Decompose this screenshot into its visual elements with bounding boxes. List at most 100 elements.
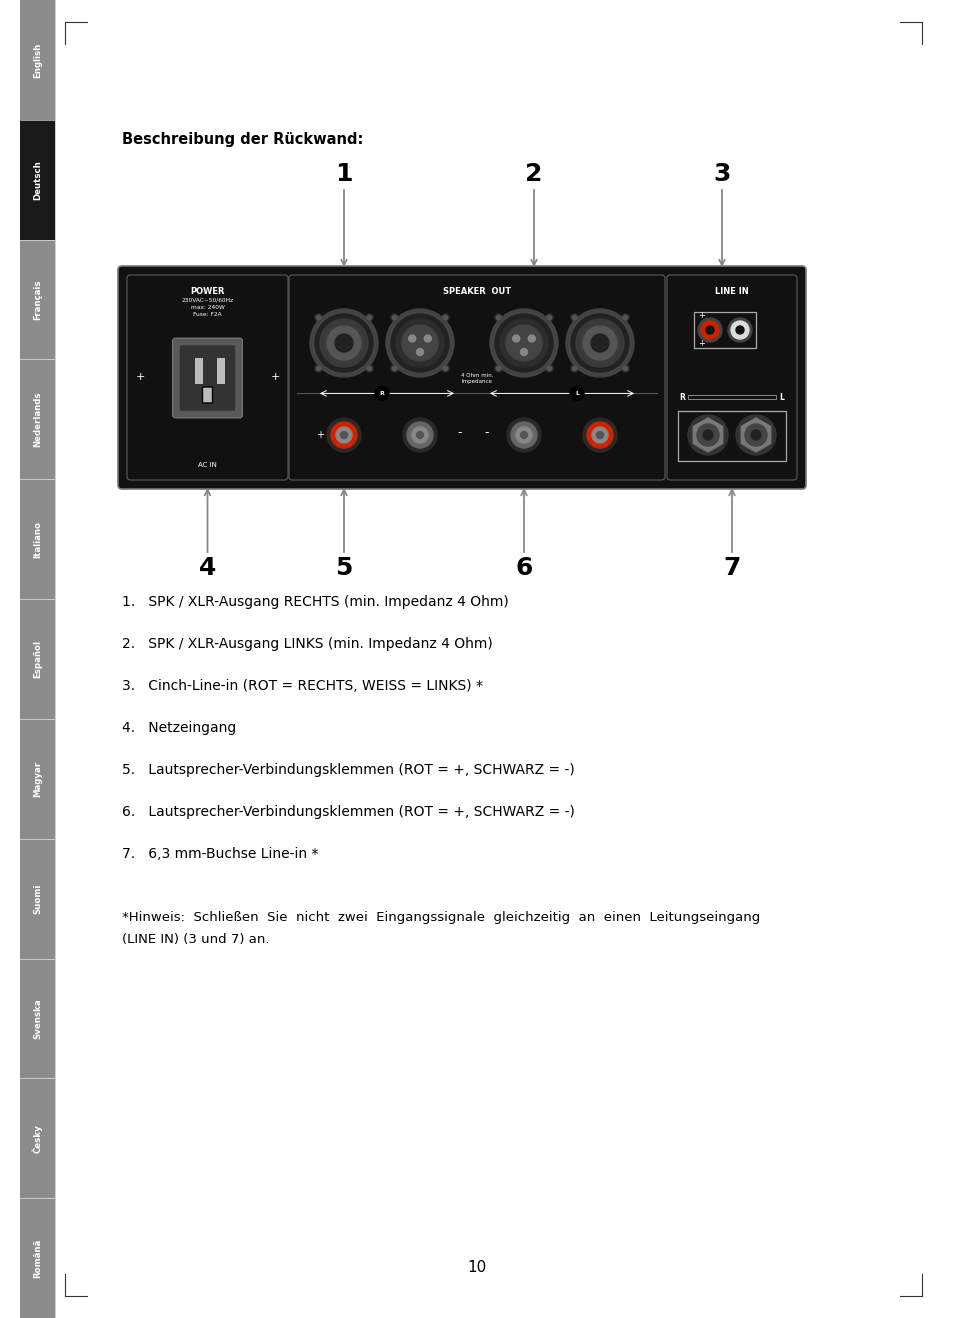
Text: 6.   Lautsprecher-Verbindungsklemmen (ROT = +, SCHWARZ = -): 6. Lautsprecher-Verbindungsklemmen (ROT … [122,805,575,818]
Text: Beschreibung der Rückwand:: Beschreibung der Rückwand: [122,132,363,148]
Circle shape [705,326,713,333]
Circle shape [495,365,501,372]
Circle shape [395,319,443,366]
Text: Svenska: Svenska [33,998,42,1039]
Circle shape [495,314,553,372]
Text: 2: 2 [525,162,542,186]
Circle shape [592,427,607,443]
Text: English: English [33,42,42,78]
Circle shape [735,326,743,333]
Text: 7.   6,3 mm-Buchse Line-in *: 7. 6,3 mm-Buchse Line-in * [122,847,318,861]
Bar [693,312,755,348]
Circle shape [401,326,437,361]
Bar [20,838,55,958]
Circle shape [386,308,454,377]
Circle shape [697,424,719,445]
Circle shape [571,314,628,372]
Circle shape [621,314,628,322]
Circle shape [443,315,447,319]
Circle shape [316,315,320,319]
Text: SPEAKER  OUT: SPEAKER OUT [442,287,511,297]
Text: 6: 6 [515,556,532,580]
Text: LINE IN: LINE IN [715,287,748,297]
Circle shape [547,366,551,370]
Circle shape [408,335,416,341]
Circle shape [335,333,353,352]
Text: -: - [457,427,462,439]
Text: 10: 10 [467,1260,486,1276]
Circle shape [441,314,449,322]
Circle shape [335,427,352,443]
Circle shape [750,430,760,440]
Circle shape [327,418,360,452]
Bar [20,1078,55,1198]
Text: 2.   SPK / XLR-Ausgang LINKS (min. Impedanz 4 Ohm): 2. SPK / XLR-Ausgang LINKS (min. Impedan… [122,637,493,651]
Bar [20,120,55,240]
Circle shape [412,427,428,443]
Text: 230VAC~50/60Hz
max: 240W
Fuse: F2A: 230VAC~50/60Hz max: 240W Fuse: F2A [181,298,233,318]
Text: *Hinweis:  Schließen  Sie  nicht  zwei  Eingangssignale  gleichzeitig  an  einen: *Hinweis: Schließen Sie nicht zwei Einga… [122,911,760,924]
Circle shape [586,422,613,448]
Circle shape [316,366,320,370]
Circle shape [314,314,373,372]
Circle shape [367,315,371,319]
Circle shape [698,318,721,341]
Circle shape [545,314,553,322]
Circle shape [547,315,551,319]
FancyBboxPatch shape [127,275,288,480]
Text: 5: 5 [335,556,353,580]
Circle shape [367,366,371,370]
Circle shape [621,365,628,372]
Circle shape [424,335,431,341]
Circle shape [744,424,766,445]
Circle shape [327,326,360,360]
Circle shape [582,418,617,452]
Circle shape [366,314,373,322]
Text: +: + [698,340,704,348]
Circle shape [572,366,576,370]
Circle shape [490,308,558,377]
Circle shape [582,326,617,360]
Text: 1.   SPK / XLR-Ausgang RECHTS (min. Impedanz 4 Ohm): 1. SPK / XLR-Ausgang RECHTS (min. Impeda… [122,594,508,609]
Bar [20,240,55,360]
Text: +: + [698,311,704,320]
Text: 3.   Cinch-Line-in (ROT = RECHTS, WEISS = LINKS) *: 3. Cinch-Line-in (ROT = RECHTS, WEISS = … [122,679,482,693]
Circle shape [730,322,748,339]
Circle shape [319,319,368,366]
Circle shape [511,422,537,448]
Bar [678,411,785,461]
Circle shape [416,348,423,356]
Circle shape [407,422,433,448]
Circle shape [623,366,627,370]
Circle shape [687,415,727,455]
Text: 1: 1 [335,162,353,186]
Text: Français: Français [33,279,42,320]
Circle shape [499,319,547,366]
Circle shape [735,415,775,455]
Circle shape [727,318,751,341]
Circle shape [392,315,396,319]
Circle shape [702,430,712,440]
Text: (LINE IN) (3 und 7) an.: (LINE IN) (3 und 7) an. [122,933,269,946]
FancyBboxPatch shape [202,387,213,403]
Circle shape [392,366,396,370]
Circle shape [700,322,719,339]
Circle shape [569,386,583,401]
Circle shape [441,365,449,372]
Circle shape [495,314,501,322]
Bar [20,958,55,1078]
Circle shape [571,314,578,322]
Text: R: R [379,391,384,395]
Circle shape [375,386,389,401]
Text: +: + [315,430,324,440]
Bar [20,0,55,120]
Circle shape [520,431,527,439]
Text: Español: Español [33,641,42,677]
Circle shape [572,315,576,319]
Circle shape [596,431,603,439]
Circle shape [496,366,500,370]
Bar [20,718,55,838]
Circle shape [516,427,532,443]
Text: Suomi: Suomi [33,883,42,913]
Text: L: L [575,391,578,395]
